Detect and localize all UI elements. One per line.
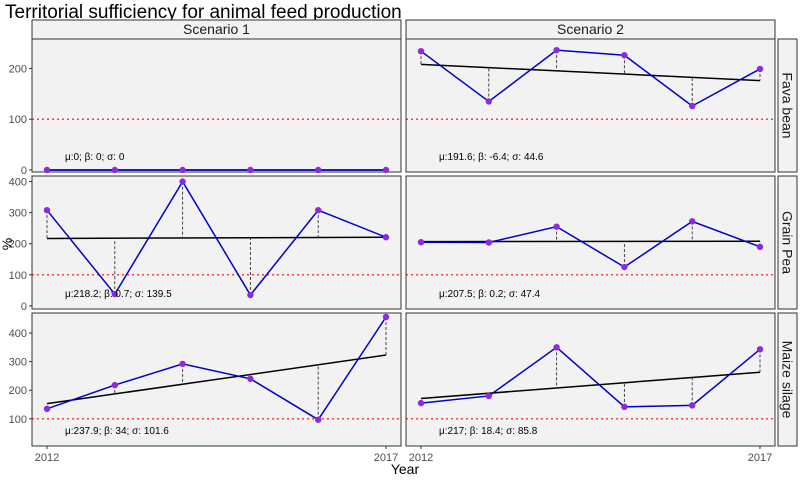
- y-tick-label: 400: [9, 328, 27, 340]
- data-point: [315, 206, 322, 214]
- stats-label: μ:237.9; β: 34; σ: 101.6: [65, 426, 169, 437]
- panel-background: [31, 38, 402, 173]
- row-strip-label: Fava bean: [780, 72, 796, 138]
- y-axis-title: %: [0, 238, 15, 250]
- data-point: [553, 46, 560, 54]
- data-point: [621, 263, 628, 271]
- data-point: [382, 166, 390, 174]
- data-point: [382, 234, 390, 241]
- data-point: [756, 346, 764, 353]
- data-point: [315, 416, 322, 423]
- stats-label: μ:191.6; β: -6.4; σ: 44.6: [439, 152, 544, 163]
- stats-label: μ:0; β: 0; σ: 0: [65, 152, 125, 163]
- trend-line: [46, 354, 387, 405]
- y-tick-label: 200: [9, 385, 27, 397]
- data-point: [247, 291, 254, 299]
- data-point: [756, 65, 764, 73]
- data-point: [111, 381, 119, 389]
- column-strip-label: Scenario 1: [183, 21, 250, 37]
- stats-label: μ:217; β: 18.4; σ: 85.8: [439, 426, 538, 437]
- data-point: [111, 166, 119, 174]
- data-point: [485, 98, 492, 105]
- y-tick-label: 200: [9, 63, 27, 75]
- data-point: [689, 102, 696, 110]
- data-point: [315, 166, 322, 174]
- y-tick-label: 300: [9, 357, 27, 369]
- x-axis-title: Year: [391, 461, 420, 477]
- y-tick-label: 300: [9, 208, 27, 220]
- y-tick-label: 100: [9, 114, 27, 126]
- panel-background: [405, 312, 776, 447]
- data-point: [179, 360, 186, 368]
- facet-panel: μ:218.2; β: 0.7; σ: 139.5: [31, 175, 402, 310]
- trend-line: [420, 63, 761, 82]
- y-tick-label: 0: [21, 165, 27, 177]
- row-strip-label: Maize silage: [780, 341, 796, 419]
- x-tick-label: 2017: [374, 452, 398, 464]
- data-point: [417, 399, 425, 407]
- series-line: [420, 220, 761, 268]
- data-point: [43, 405, 51, 413]
- facet-panel: μ:237.9; β: 34; σ: 101.6: [31, 312, 402, 447]
- x-tick-label: 2012: [35, 452, 59, 464]
- facet-panel: μ:217; β: 18.4; σ: 85.8: [405, 312, 776, 447]
- column-strip-label: Scenario 2: [557, 21, 624, 37]
- data-point: [485, 239, 492, 246]
- chart-title: Territorial sufficiency for animal feed …: [5, 2, 402, 23]
- series-line: [420, 49, 761, 107]
- data-point: [689, 218, 696, 225]
- data-point: [621, 403, 628, 411]
- data-point: [417, 238, 425, 246]
- y-tick-label: 0: [21, 301, 27, 313]
- y-tick-label: 100: [9, 414, 27, 426]
- row-strip: [777, 312, 798, 447]
- stats-label: μ:207.5; β: 0.2; σ: 47.4: [439, 289, 541, 300]
- data-point: [382, 313, 390, 321]
- data-point: [247, 375, 254, 382]
- x-tick-label: 2012: [409, 452, 433, 464]
- data-point: [247, 166, 254, 174]
- panel-background: [31, 175, 402, 310]
- data-point: [553, 344, 560, 351]
- data-point: [621, 52, 628, 59]
- facet-panel: μ:0; β: 0; σ: 0: [31, 38, 402, 174]
- series-line: [420, 346, 761, 408]
- y-tick-label: 100: [9, 270, 27, 282]
- data-point: [689, 402, 696, 409]
- facet-panel: μ:207.5; β: 0.2; σ: 47.4: [405, 175, 776, 310]
- y-tick-label: 200: [9, 239, 27, 251]
- data-point: [179, 178, 186, 185]
- series-line: [46, 180, 387, 297]
- data-point: [553, 223, 560, 230]
- trend-line: [420, 371, 761, 400]
- row-strip-label: Grain Pea: [780, 211, 796, 274]
- data-point: [485, 392, 492, 400]
- y-tick-label: 400: [9, 177, 27, 189]
- stats-label: μ:218.2; β: 0.7; σ: 139.5: [65, 289, 172, 300]
- row-strip: [777, 175, 798, 310]
- panel-background: [405, 38, 776, 173]
- x-tick-label: 2017: [748, 452, 772, 464]
- row-strip: [777, 38, 798, 173]
- data-point: [43, 206, 51, 214]
- data-point: [179, 166, 186, 174]
- facet-panel: μ:191.6; β: -6.4; σ: 44.6: [405, 38, 776, 173]
- series-line: [46, 316, 387, 421]
- data-point: [43, 166, 51, 174]
- data-point: [111, 290, 119, 298]
- panel-grid: Scenario 1 Scenario 2 Fava bean 0 100 200 Grai…: [9, 19, 798, 464]
- data-point: [417, 47, 425, 55]
- data-point: [756, 243, 764, 251]
